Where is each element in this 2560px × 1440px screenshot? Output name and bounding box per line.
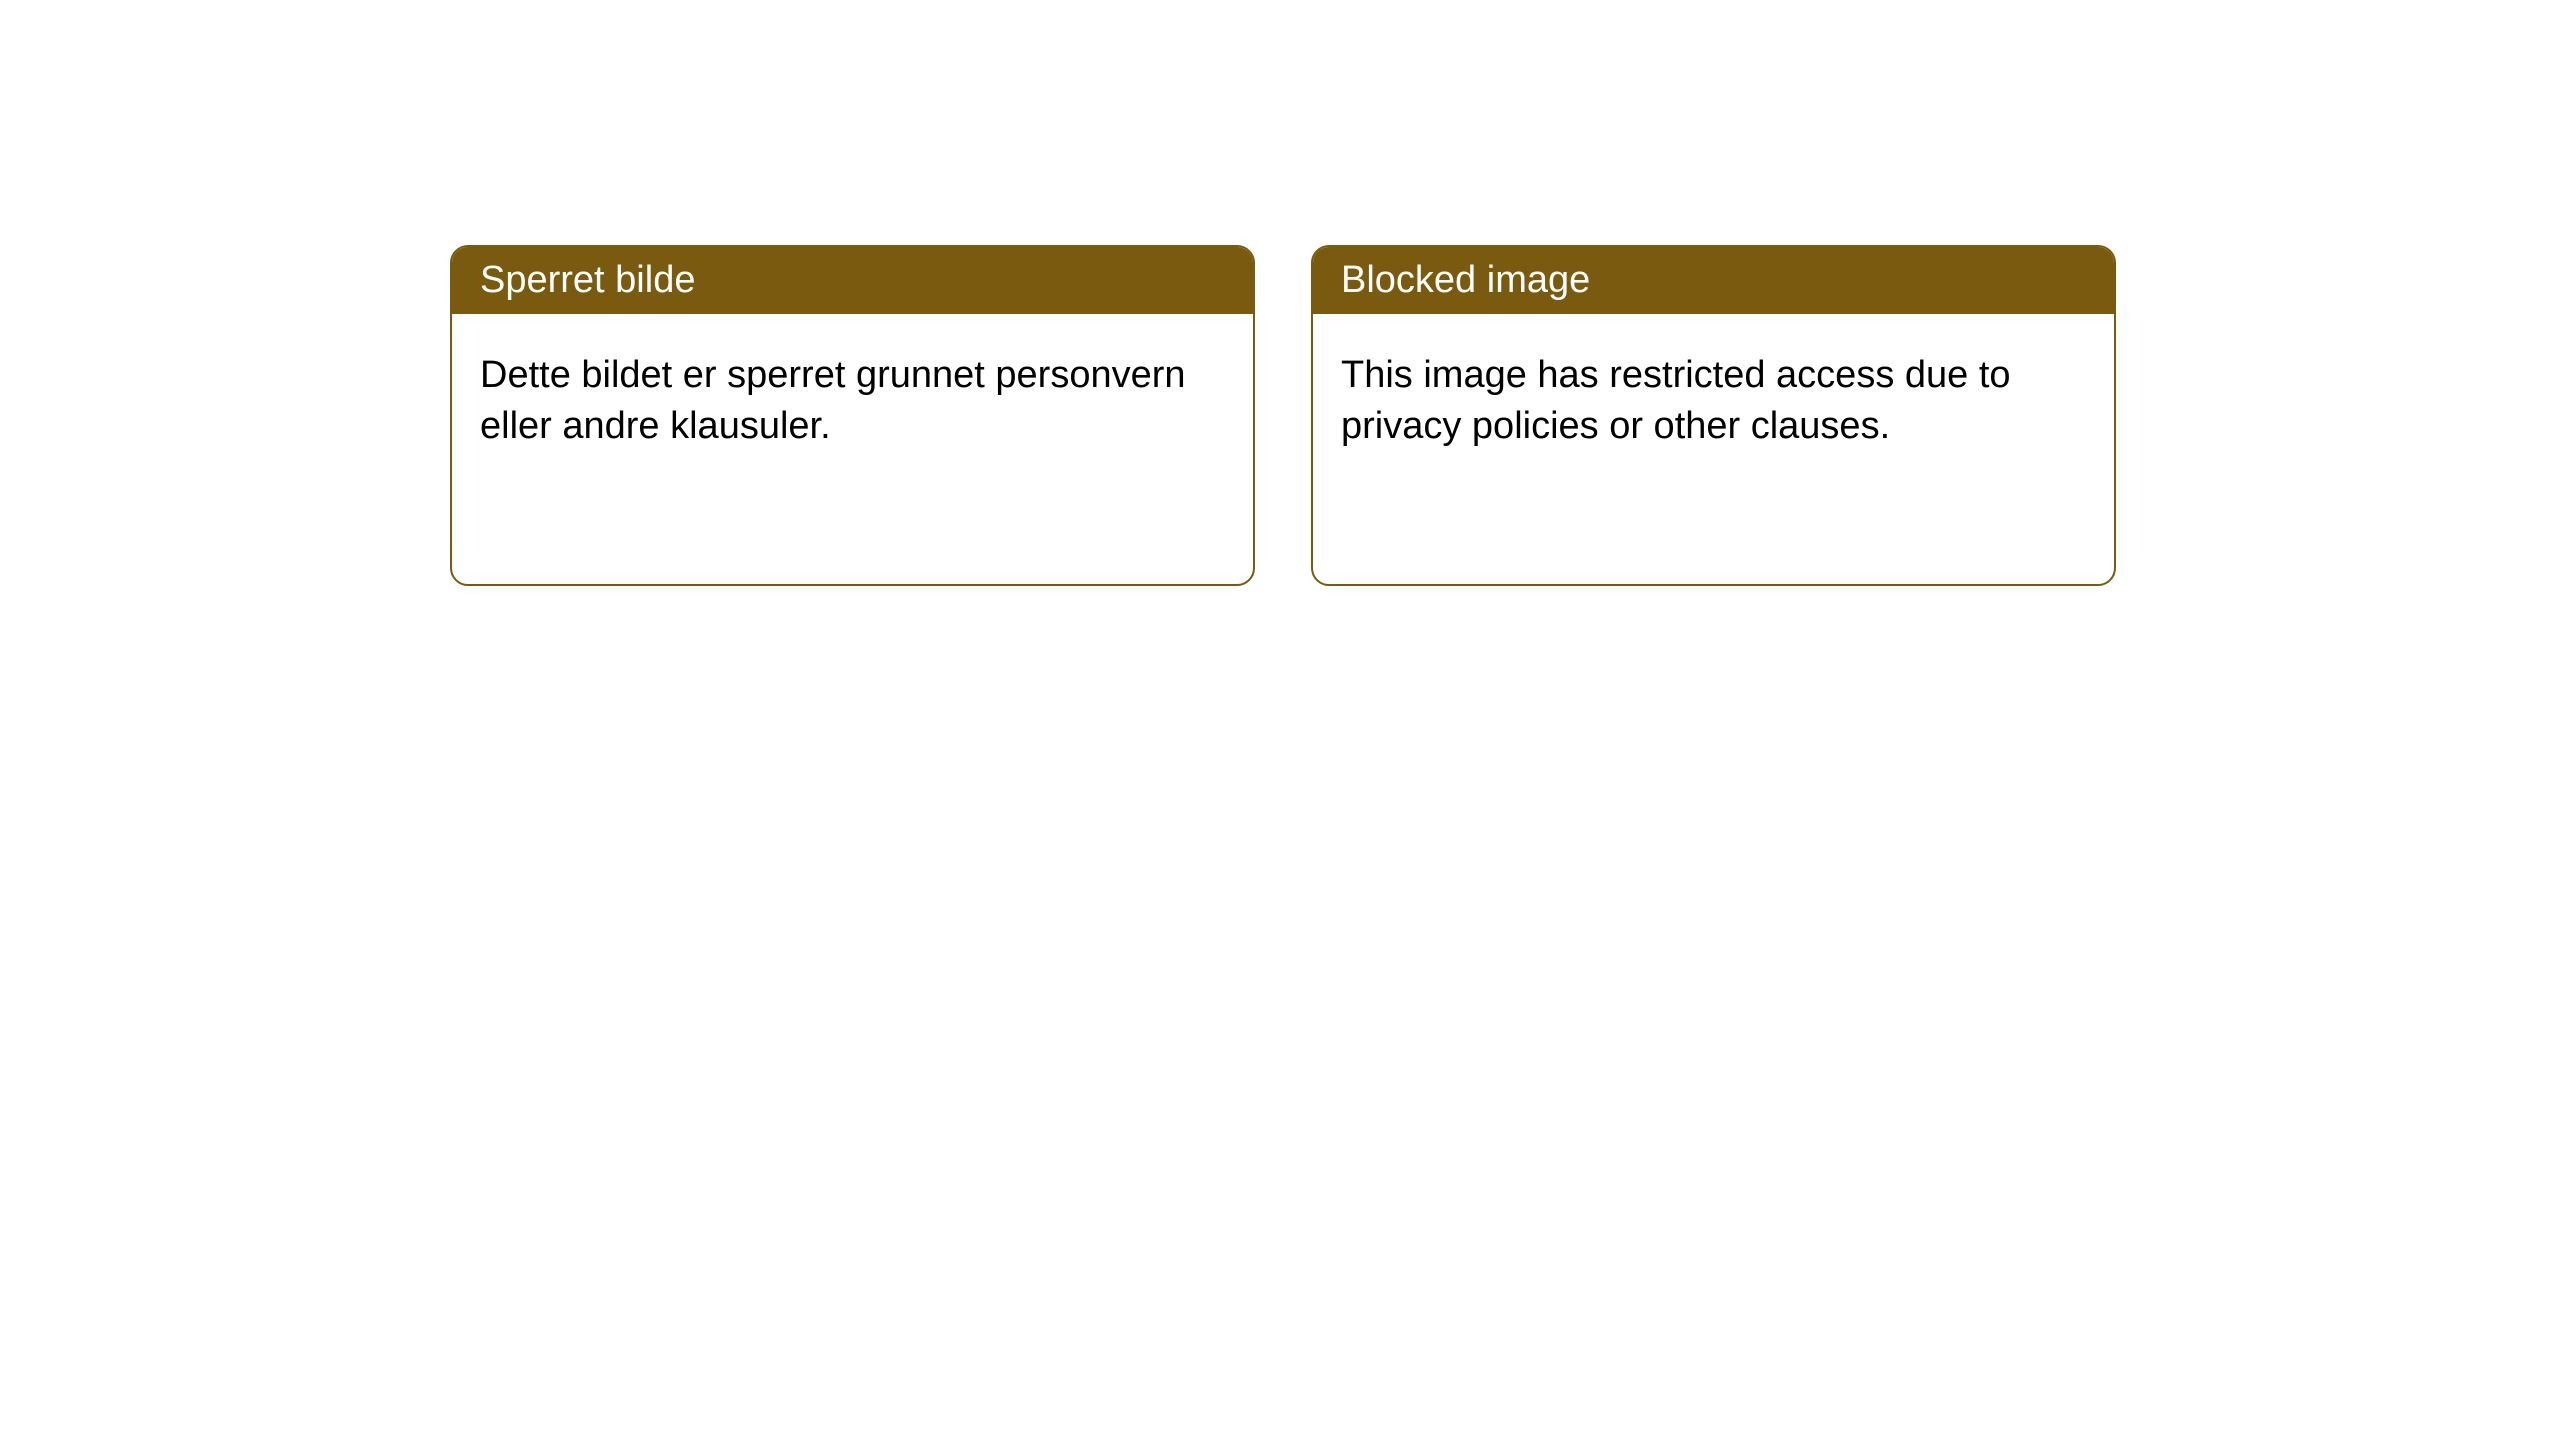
- card-norwegian: Sperret bilde Dette bildet er sperret gr…: [450, 245, 1255, 586]
- card-body: Dette bildet er sperret grunnet personve…: [452, 314, 1253, 584]
- card-title: Blocked image: [1341, 259, 1590, 301]
- cards-container: Sperret bilde Dette bildet er sperret gr…: [450, 245, 2116, 586]
- card-title: Sperret bilde: [480, 259, 695, 301]
- card-body: This image has restricted access due to …: [1313, 314, 2114, 584]
- card-body-text: This image has restricted access due to …: [1341, 354, 2011, 447]
- card-body-text: Dette bildet er sperret grunnet personve…: [480, 354, 1186, 447]
- card-header: Blocked image: [1313, 247, 2114, 314]
- card-header: Sperret bilde: [452, 247, 1253, 314]
- card-english: Blocked image This image has restricted …: [1311, 245, 2116, 586]
